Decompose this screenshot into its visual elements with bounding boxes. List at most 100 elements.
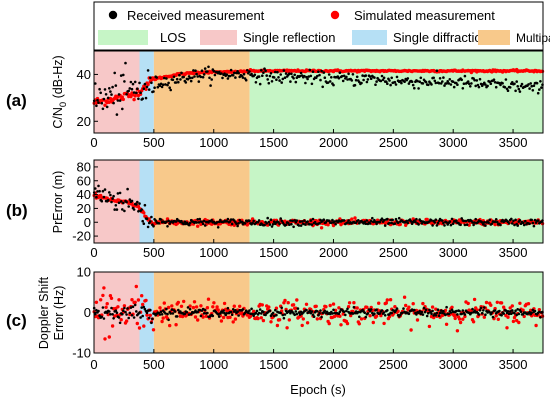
point-received — [327, 73, 331, 76]
xtick-label: 0 — [90, 357, 97, 372]
point-simulated — [409, 328, 413, 332]
point-received — [379, 79, 383, 83]
point-received — [125, 313, 128, 316]
point-simulated — [238, 304, 242, 308]
point-received — [477, 313, 481, 316]
point-received — [477, 85, 481, 89]
point-received — [279, 217, 283, 220]
point-simulated — [260, 303, 264, 307]
point-received — [128, 311, 132, 315]
region-single-diffraction — [139, 160, 154, 243]
point-received — [196, 75, 199, 78]
point-received — [456, 83, 459, 86]
point-simulated — [506, 315, 510, 319]
point-received — [413, 86, 416, 90]
point-received — [174, 220, 178, 223]
point-received — [460, 78, 464, 82]
point-received — [363, 311, 367, 315]
point-received — [338, 71, 342, 74]
panel-b-points — [92, 184, 545, 230]
point-simulated — [526, 302, 531, 306]
point-received — [480, 221, 484, 224]
point-received — [395, 75, 399, 79]
point-received — [150, 321, 153, 325]
point-simulated — [102, 286, 106, 290]
point-received — [237, 222, 240, 225]
point-simulated — [393, 305, 397, 309]
panel-c-ylabel-line1: Doppler Shift — [37, 276, 51, 349]
point-received — [142, 87, 146, 90]
point-simulated — [132, 97, 136, 102]
point-received — [165, 77, 168, 80]
point-received — [518, 90, 522, 93]
point-received — [494, 85, 498, 89]
point-received — [411, 83, 415, 87]
point-received — [418, 310, 422, 313]
point-simulated — [415, 318, 420, 322]
point-received — [407, 312, 411, 316]
point-simulated — [455, 329, 460, 333]
point-received — [391, 218, 395, 222]
point-received — [450, 308, 454, 312]
panel-a-ylabel-unit: (dB-Hz) — [51, 55, 65, 102]
point-simulated — [99, 298, 103, 302]
point-received — [480, 311, 484, 315]
point-received — [433, 79, 437, 83]
point-received — [131, 82, 135, 86]
point-received — [136, 200, 139, 204]
point-received — [393, 222, 397, 225]
point-received — [180, 71, 183, 75]
point-received — [279, 73, 283, 76]
ytick-label: 0 — [84, 215, 91, 230]
point-received — [260, 312, 263, 315]
point-received — [95, 308, 98, 312]
point-received — [96, 98, 99, 102]
panel-b-ylabel: PrError (m) — [51, 171, 65, 234]
point-received — [451, 222, 455, 225]
point-received — [390, 76, 394, 80]
point-received — [300, 220, 304, 223]
point-received — [330, 76, 333, 79]
point-received — [536, 219, 540, 222]
point-simulated — [135, 321, 139, 326]
point-received — [202, 312, 206, 315]
point-received — [508, 86, 512, 89]
point-received — [102, 317, 106, 320]
point-received — [195, 72, 198, 76]
point-received — [531, 221, 535, 225]
panel-c-label: (c) — [6, 311, 27, 330]
point-received — [473, 78, 476, 82]
point-received — [143, 82, 147, 86]
point-received — [486, 84, 489, 88]
point-received — [364, 222, 368, 225]
point-received — [473, 309, 476, 312]
point-received — [260, 69, 263, 72]
point-received — [352, 305, 356, 309]
point-received — [246, 69, 249, 72]
point-received — [430, 219, 433, 222]
point-received — [226, 77, 230, 80]
point-received — [157, 222, 161, 225]
point-received — [278, 222, 281, 226]
point-simulated — [215, 305, 219, 309]
point-received — [268, 223, 272, 226]
point-received — [331, 218, 334, 222]
point-received — [382, 76, 386, 80]
point-received — [132, 208, 136, 211]
point-received — [288, 223, 291, 226]
point-received — [531, 308, 535, 312]
point-received — [449, 223, 453, 227]
point-received — [527, 83, 530, 86]
point-received — [524, 219, 527, 223]
point-simulated — [192, 300, 197, 304]
point-received — [449, 311, 453, 314]
point-simulated — [233, 317, 238, 321]
point-received — [292, 77, 295, 80]
point-received — [431, 224, 434, 227]
point-received — [229, 68, 233, 72]
legend-patch-multipath — [478, 30, 510, 45]
point-received — [141, 97, 144, 100]
point-received — [114, 204, 118, 207]
point-received — [446, 80, 450, 83]
point-received — [130, 314, 134, 317]
